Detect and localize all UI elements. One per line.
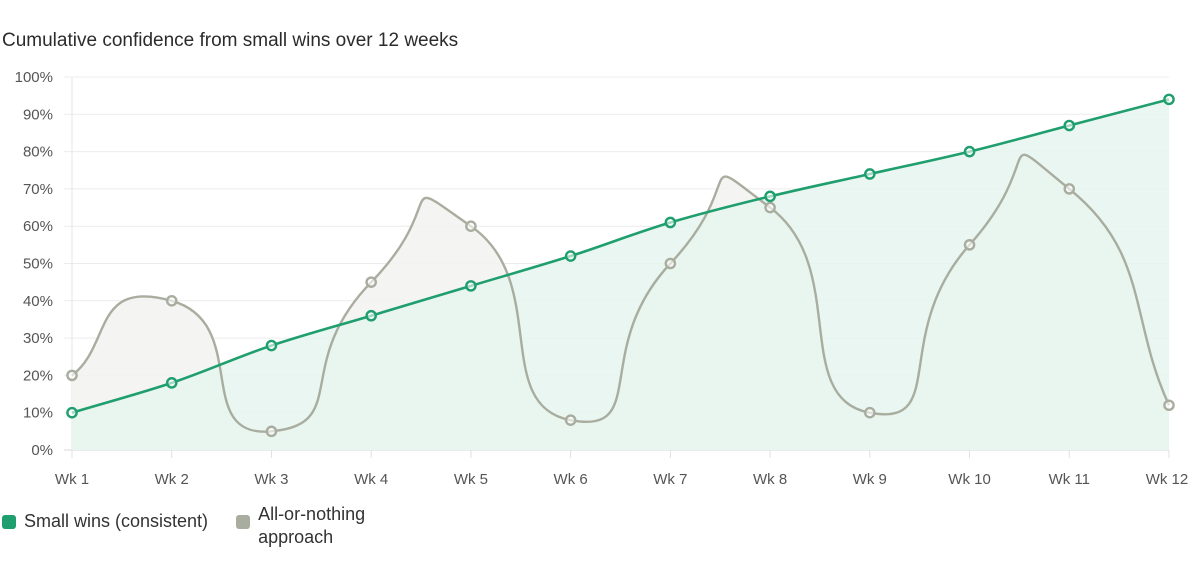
y-tick-label: 80% [23,144,53,161]
y-tick-label: 60% [23,218,53,235]
legend-label-small-wins: Small wins (consistent) [24,511,209,531]
y-tick-label: 0% [31,442,53,459]
data-point-small-wins [764,190,776,203]
y-tick-label: 100% [15,69,53,86]
data-point-small-wins [66,406,78,419]
y-tick-label: 70% [23,181,53,198]
legend-item-small-wins[interactable]: Small wins (consistent) [2,506,208,533]
legend-swatch-all-or-nothing [236,515,251,529]
data-point-small-wins [1163,93,1175,106]
x-tick-label: Wk 6 [554,471,588,488]
data-point-all-or-nothing [66,369,78,382]
y-tick-label: 20% [23,367,53,384]
area-fill-small-wins [72,99,1169,450]
data-point-all-or-nothing [465,220,477,232]
legend-swatch-small-wins [2,515,16,529]
legend-label-all-or-nothing: All-or-nothing approach [258,504,366,547]
data-point-small-wins [963,145,976,158]
x-tick-label: Wk 11 [1049,471,1090,488]
chart-legend: Small wins (consistent) All-or-nothing a… [2,504,426,549]
x-tick-label: Wk 8 [753,471,787,488]
data-point-small-wins [165,377,178,389]
y-tick-label: 30% [23,330,53,347]
data-point-all-or-nothing [963,239,976,251]
x-tick-label: Wk 7 [653,471,687,488]
data-point-all-or-nothing [1063,183,1076,195]
x-tick-label: Wk 10 [948,471,991,488]
data-point-all-or-nothing [365,276,377,288]
data-point-small-wins [564,250,577,262]
y-tick-label: 50% [23,256,53,273]
data-point-all-or-nothing [165,294,178,307]
y-tick-label: 10% [23,405,53,422]
data-point-all-or-nothing [1163,399,1175,412]
data-point-small-wins [864,168,876,180]
data-point-all-or-nothing [864,406,876,419]
y-tick-label: 40% [23,293,53,310]
x-tick-label: Wk 12 [1146,471,1189,488]
series-line-small-wins [71,98,1170,414]
data-point-all-or-nothing [564,414,577,426]
legend-item-all-or-nothing[interactable]: All-or-nothing approach [236,504,398,549]
x-tick-label: Wk 2 [155,471,189,488]
data-point-all-or-nothing [664,257,677,270]
x-tick-label: Wk 4 [354,471,388,488]
chart-title: Cumulative confidence from small wins ov… [2,30,459,51]
data-point-small-wins [664,216,677,229]
data-point-small-wins [365,309,377,322]
x-tick-label: Wk 9 [853,471,887,488]
x-tick-label: Wk 3 [254,471,288,488]
data-point-small-wins [265,339,278,352]
data-point-all-or-nothing [265,425,278,438]
data-point-all-or-nothing [764,201,776,214]
x-tick-label: Wk 1 [55,471,89,488]
data-point-small-wins [1063,119,1076,132]
data-point-small-wins [465,280,477,292]
x-tick-label: Wk 5 [454,471,488,488]
y-tick-label: 90% [23,106,53,123]
